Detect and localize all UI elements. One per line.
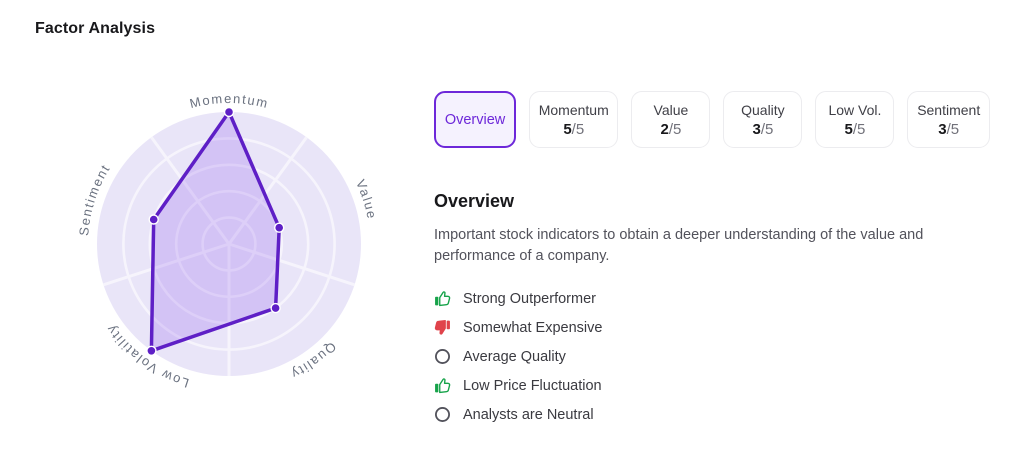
tab-label: Low Vol.	[828, 101, 882, 118]
tab-score: 3/5	[752, 120, 774, 138]
indicator-label: Somewhat Expensive	[463, 319, 603, 336]
tab-overview-label: Overview	[444, 111, 506, 128]
tab-label: Value	[653, 101, 689, 118]
tab-momentum[interactable]: Momentum 5/5	[529, 91, 619, 148]
overview-description: Important stock indicators to obtain a d…	[434, 227, 924, 264]
page-title: Factor Analysis	[35, 20, 156, 37]
indicator-row: Analysts are Neutral	[434, 406, 990, 423]
tab-label: Sentiment	[917, 101, 981, 118]
indicator-list: Strong Outperformer Somewhat Expensive A…	[434, 290, 990, 423]
neutral-circle-icon	[435, 407, 450, 422]
tab-quality[interactable]: Quality 3/5	[723, 91, 803, 148]
thumbs-up-icon	[435, 291, 451, 307]
factor-tabs: Overview Momentum 5/5 Value 2/5 Quality …	[434, 91, 990, 148]
tab-score: 2/5	[660, 120, 682, 138]
overview-heading: Overview	[434, 191, 515, 211]
tab-overview[interactable]: Overview	[434, 91, 517, 148]
neutral-circle-icon	[435, 349, 450, 364]
indicator-row: Average Quality	[434, 348, 990, 365]
tab-low-vol[interactable]: Low Vol. 5/5	[815, 91, 895, 148]
tab-label: Momentum	[538, 101, 609, 118]
factor-details-panel: Overview Momentum 5/5 Value 2/5 Quality …	[434, 91, 990, 435]
indicator-label: Low Price Fluctuation	[463, 377, 602, 394]
tab-label: Quality	[741, 101, 785, 118]
indicator-label: Strong Outperformer	[463, 290, 596, 307]
thumbs-up-icon	[435, 378, 451, 394]
indicator-row: Low Price Fluctuation	[434, 377, 990, 394]
indicator-label: Analysts are Neutral	[463, 406, 594, 423]
tab-sentiment[interactable]: Sentiment 3/5	[907, 91, 990, 148]
radar-chart-area: Momentum Value Quality Low Volatility Sentim…	[29, 44, 429, 444]
indicator-label: Average Quality	[463, 348, 566, 365]
svg-text:Momentum: Momentum	[188, 91, 270, 111]
indicator-row: Somewhat Expensive	[434, 319, 990, 336]
thumbs-down-icon	[434, 320, 450, 335]
tab-score: 5/5	[844, 120, 866, 138]
tab-value[interactable]: Value 2/5	[631, 91, 711, 148]
tab-score: 3/5	[938, 120, 960, 138]
indicator-row: Strong Outperformer	[434, 290, 990, 307]
tab-score: 5/5	[563, 120, 585, 138]
